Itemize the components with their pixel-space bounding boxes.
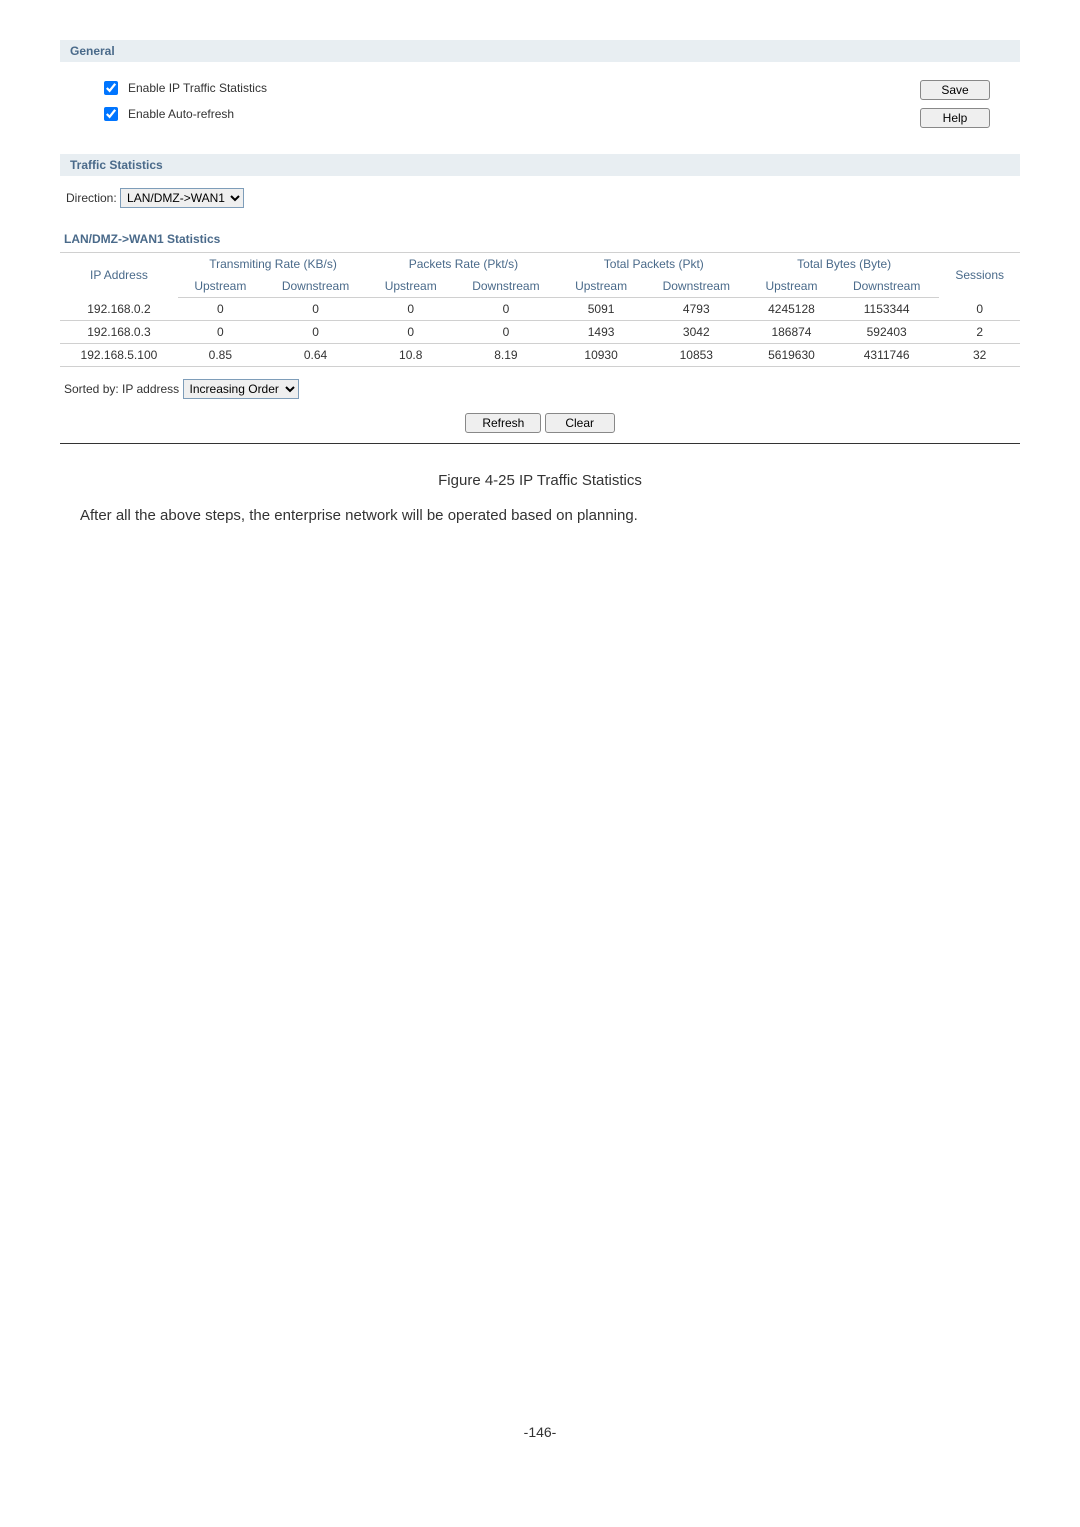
table-cell: 592403 <box>834 321 939 344</box>
table-cell: 4793 <box>644 298 749 321</box>
table-cell: 2 <box>939 321 1020 344</box>
enable-traffic-label: Enable IP Traffic Statistics <box>128 81 267 95</box>
th-tbu: Upstream <box>749 275 834 298</box>
table-cell: 4245128 <box>749 298 834 321</box>
help-button[interactable]: Help <box>920 108 990 128</box>
th-totalpkt: Total Packets (Pkt) <box>559 253 749 276</box>
th-tu: Upstream <box>178 275 263 298</box>
table-cell: 0 <box>453 298 558 321</box>
th-tbd: Downstream <box>834 275 939 298</box>
table-cell: 0 <box>453 321 558 344</box>
stats-section: LAN/DMZ->WAN1 Statistics IP Address Tran… <box>60 226 1020 444</box>
table-cell: 0 <box>263 321 368 344</box>
table-cell: 0 <box>263 298 368 321</box>
save-button[interactable]: Save <box>920 80 990 100</box>
th-tpd: Downstream <box>644 275 749 298</box>
table-cell: 8.19 <box>453 344 558 367</box>
table-cell: 5091 <box>559 298 644 321</box>
th-transrate: Transmiting Rate (KB/s) <box>178 253 368 276</box>
table-cell: 10853 <box>644 344 749 367</box>
traffic-panel: Traffic Statistics Direction: LAN/DMZ->W… <box>60 154 1020 220</box>
stats-subtitle: LAN/DMZ->WAN1 Statistics <box>60 226 1020 252</box>
table-row: 192.168.5.1000.850.6410.88.1910930108535… <box>60 344 1020 367</box>
figure-caption: Figure 4-25 IP Traffic Statistics <box>60 472 1020 489</box>
clear-button[interactable]: Clear <box>545 413 615 433</box>
table-cell: 10.8 <box>368 344 453 367</box>
table-cell: 0 <box>939 298 1020 321</box>
table-cell: 5619630 <box>749 344 834 367</box>
th-pu: Upstream <box>368 275 453 298</box>
table-cell: 192.168.0.2 <box>60 298 178 321</box>
direction-label: Direction: <box>66 191 117 205</box>
table-row: 192.168.0.2000050914793424512811533440 <box>60 298 1020 321</box>
table-cell: 3042 <box>644 321 749 344</box>
body-text: After all the above steps, the enterpris… <box>80 507 1000 524</box>
sort-order-select[interactable]: Increasing Order <box>183 379 299 399</box>
table-cell: 0.85 <box>178 344 263 367</box>
table-cell: 0.64 <box>263 344 368 367</box>
enable-traffic-checkbox[interactable] <box>104 81 118 95</box>
table-cell: 192.168.0.3 <box>60 321 178 344</box>
th-totalbytes: Total Bytes (Byte) <box>749 253 939 276</box>
table-cell: 0 <box>178 298 263 321</box>
th-pd: Downstream <box>453 275 558 298</box>
stats-table: IP Address Transmiting Rate (KB/s) Packe… <box>60 252 1020 367</box>
table-row: 192.168.0.30000149330421868745924032 <box>60 321 1020 344</box>
table-cell: 186874 <box>749 321 834 344</box>
th-ip: IP Address <box>60 253 178 298</box>
th-td: Downstream <box>263 275 368 298</box>
enable-autorefresh-label: Enable Auto-refresh <box>128 107 234 121</box>
table-cell: 1153344 <box>834 298 939 321</box>
refresh-button[interactable]: Refresh <box>465 413 541 433</box>
general-title: General <box>60 40 1020 62</box>
enable-autorefresh-checkbox[interactable] <box>104 107 118 121</box>
th-tpu: Upstream <box>559 275 644 298</box>
table-cell: 192.168.5.100 <box>60 344 178 367</box>
direction-select[interactable]: LAN/DMZ->WAN1 <box>120 188 244 208</box>
traffic-title: Traffic Statistics <box>60 154 1020 176</box>
page-number: -146- <box>60 1424 1020 1440</box>
th-sessions: Sessions <box>939 253 1020 298</box>
table-cell: 32 <box>939 344 1020 367</box>
general-panel: General Enable IP Traffic Statistics Ena… <box>60 40 1020 146</box>
table-cell: 0 <box>368 298 453 321</box>
table-cell: 0 <box>178 321 263 344</box>
table-cell: 1493 <box>559 321 644 344</box>
table-cell: 0 <box>368 321 453 344</box>
sorted-by-label: Sorted by: IP address <box>64 382 179 396</box>
table-cell: 10930 <box>559 344 644 367</box>
th-pktrate: Packets Rate (Pkt/s) <box>368 253 558 276</box>
table-cell: 4311746 <box>834 344 939 367</box>
